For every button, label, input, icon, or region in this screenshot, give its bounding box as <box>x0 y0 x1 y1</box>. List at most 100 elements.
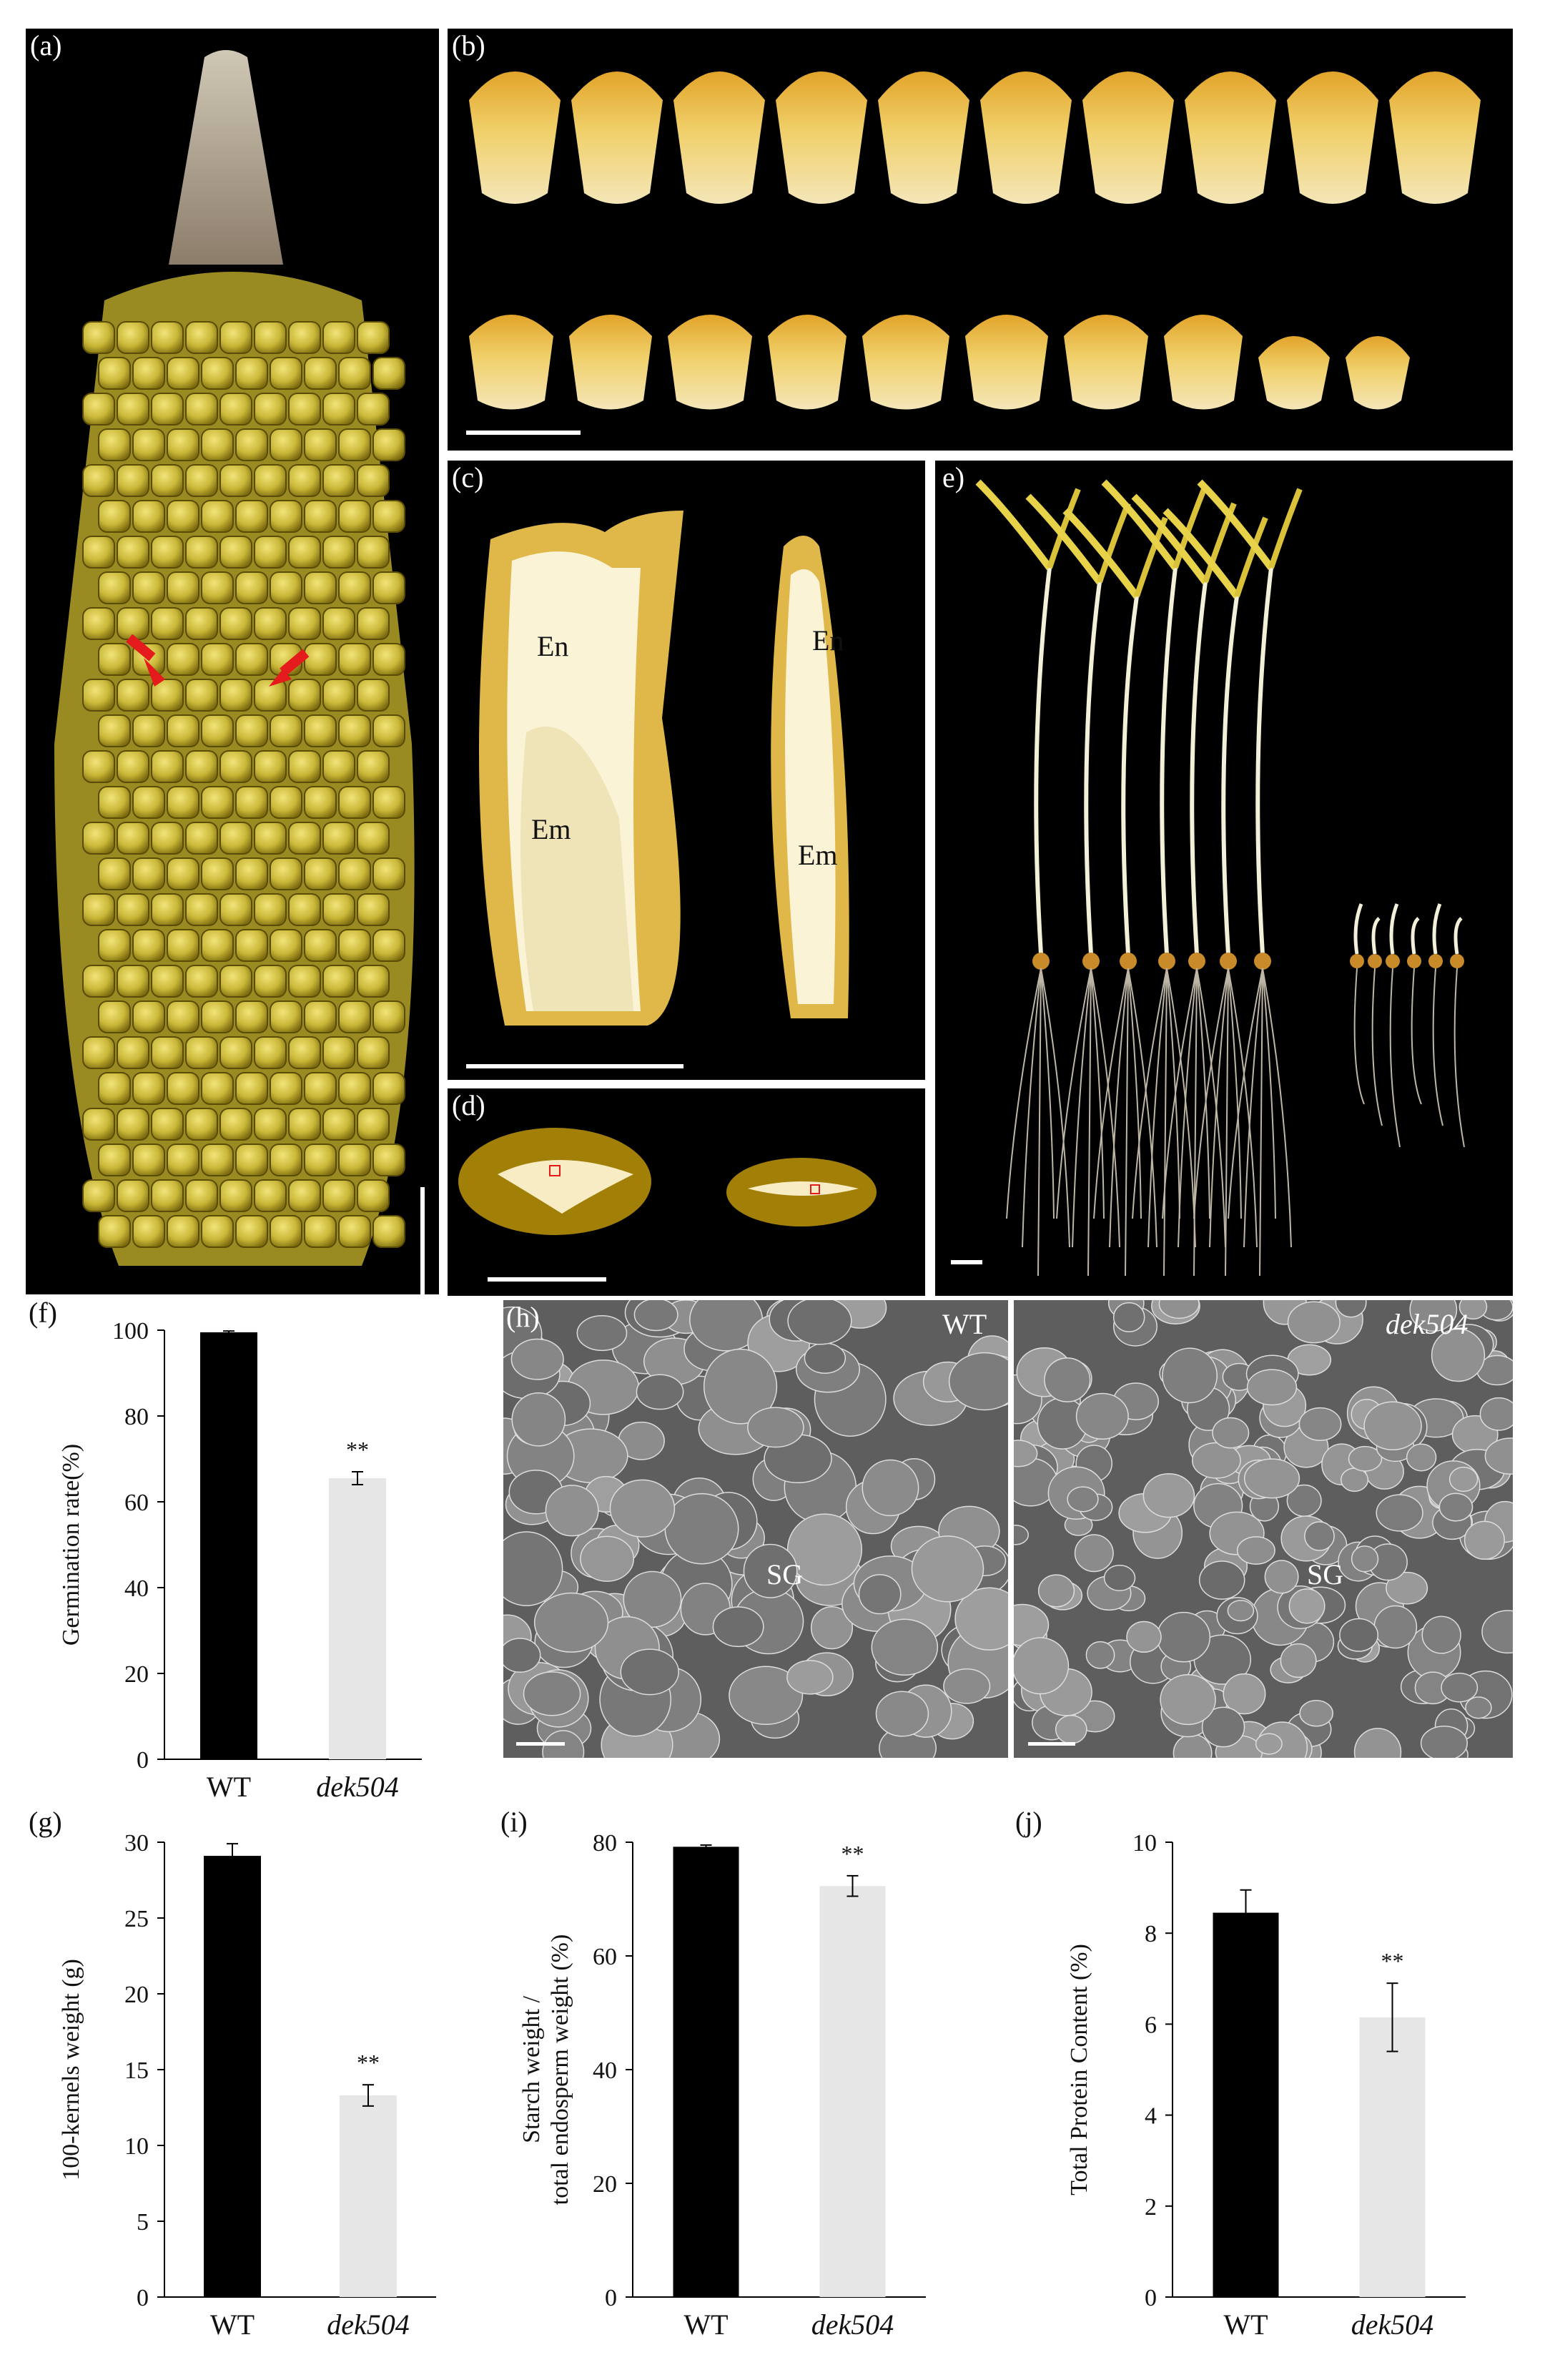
starch-granule <box>580 1535 634 1582</box>
significance-marker: ** <box>357 2050 380 2075</box>
kernel <box>219 1108 252 1141</box>
kernel <box>117 1036 149 1069</box>
kernel <box>201 1072 234 1105</box>
starch-granule <box>1299 1699 1333 1727</box>
starch-granule <box>633 1300 678 1332</box>
kernel <box>322 679 355 712</box>
y-tick-label: 40 <box>124 1575 149 1602</box>
y-tick-label: 20 <box>124 1661 149 1688</box>
significance-marker: ** <box>346 1437 369 1462</box>
kernel <box>235 500 268 533</box>
kernel <box>304 1144 337 1176</box>
kernel <box>98 428 131 461</box>
segregating-kernel <box>1346 336 1410 410</box>
starch-granule <box>1280 1643 1317 1678</box>
kernel <box>254 822 287 855</box>
kernel <box>167 1144 199 1176</box>
kernel <box>117 679 149 712</box>
kernel <box>185 1036 218 1069</box>
starch-granule <box>786 1513 863 1586</box>
embryo-label-mutant: Em <box>798 839 838 871</box>
segregating-kernel <box>469 315 553 410</box>
y-tick-label: 0 <box>1145 2285 1157 2311</box>
kernel <box>270 929 302 962</box>
x-tick-label: dek504 <box>1351 2308 1434 2341</box>
starch-granule <box>1044 1357 1091 1402</box>
starch-granule <box>1484 1437 1513 1475</box>
kernel <box>185 1179 218 1212</box>
kernel <box>288 536 321 569</box>
starch-granule <box>1448 1466 1479 1493</box>
segregating-kernel <box>1064 315 1148 410</box>
panel-e-label: e) <box>942 461 965 493</box>
starch-granule <box>1014 1637 1070 1695</box>
kernel <box>185 965 218 998</box>
starch-granule-label-mutant: SG <box>1307 1558 1344 1590</box>
starch-granule <box>1304 1521 1335 1551</box>
kernel-rows-illustration <box>469 72 1481 410</box>
kernel <box>219 1179 252 1212</box>
kernel <box>270 1072 302 1105</box>
wildtype-kernel <box>1185 72 1276 204</box>
kernel <box>270 428 302 461</box>
y-tick-label: 30 <box>124 1830 149 1857</box>
starch-granule <box>703 1348 778 1425</box>
kernel <box>338 714 371 747</box>
kernel <box>270 1144 302 1176</box>
kernel <box>219 965 252 998</box>
kernel <box>82 1036 115 1069</box>
starch-granule <box>533 1592 609 1653</box>
panel-d-cross-section-photo: (d) <box>448 1088 925 1296</box>
kernel <box>372 1215 405 1248</box>
starch-granule <box>1421 1616 1461 1654</box>
sem-wt-genotype-label: WT <box>942 1308 987 1340</box>
starch-granule <box>1014 1440 1038 1467</box>
wildtype-kernel <box>878 72 969 204</box>
starch-granule <box>1212 1417 1250 1449</box>
y-tick-label: 5 <box>137 2209 149 2236</box>
kernel <box>288 321 321 354</box>
kernel <box>219 1036 252 1069</box>
kernel <box>185 321 218 354</box>
y-axis-label: total endosperm weight (%) <box>547 1934 573 2206</box>
mutant-seedling <box>1450 954 1464 968</box>
starch-granule <box>911 1535 984 1603</box>
kernel <box>372 929 405 962</box>
kernel <box>270 571 302 604</box>
kernel <box>288 965 321 998</box>
kernel <box>82 464 115 497</box>
starch-granule <box>712 1606 764 1648</box>
kernel <box>201 714 234 747</box>
starch-granule <box>954 1587 1008 1651</box>
kernel <box>167 357 199 390</box>
x-tick-label: WT <box>210 2308 255 2341</box>
kernel <box>201 1215 234 1248</box>
kernel <box>167 500 199 533</box>
kernel <box>117 1108 149 1141</box>
kernel <box>322 464 355 497</box>
kernel <box>338 929 371 962</box>
kernel <box>219 321 252 354</box>
starch-granule <box>875 1691 929 1737</box>
kernel <box>219 750 252 783</box>
starch-granule <box>1074 1534 1114 1573</box>
kernel <box>151 321 184 354</box>
kernel <box>117 1179 149 1212</box>
kernel <box>219 393 252 426</box>
kernel <box>322 536 355 569</box>
starch-granule <box>1246 1369 1298 1406</box>
panel-b-scale-bar <box>466 431 581 435</box>
kernel <box>254 750 287 783</box>
starch-granule <box>620 1648 679 1696</box>
starch-granule <box>943 1668 991 1704</box>
y-tick-label: 25 <box>124 1906 149 1932</box>
bar-wt <box>200 1332 257 1759</box>
kernel <box>357 965 390 998</box>
starch-granule <box>787 1300 852 1345</box>
y-tick-label: 8 <box>1145 1921 1157 1947</box>
y-tick-label: 20 <box>124 1982 149 2008</box>
starch-granule <box>1085 1641 1115 1669</box>
y-tick-label: 10 <box>1132 1830 1157 1857</box>
starch-granule <box>1227 1600 1255 1622</box>
kernel <box>167 1215 199 1248</box>
